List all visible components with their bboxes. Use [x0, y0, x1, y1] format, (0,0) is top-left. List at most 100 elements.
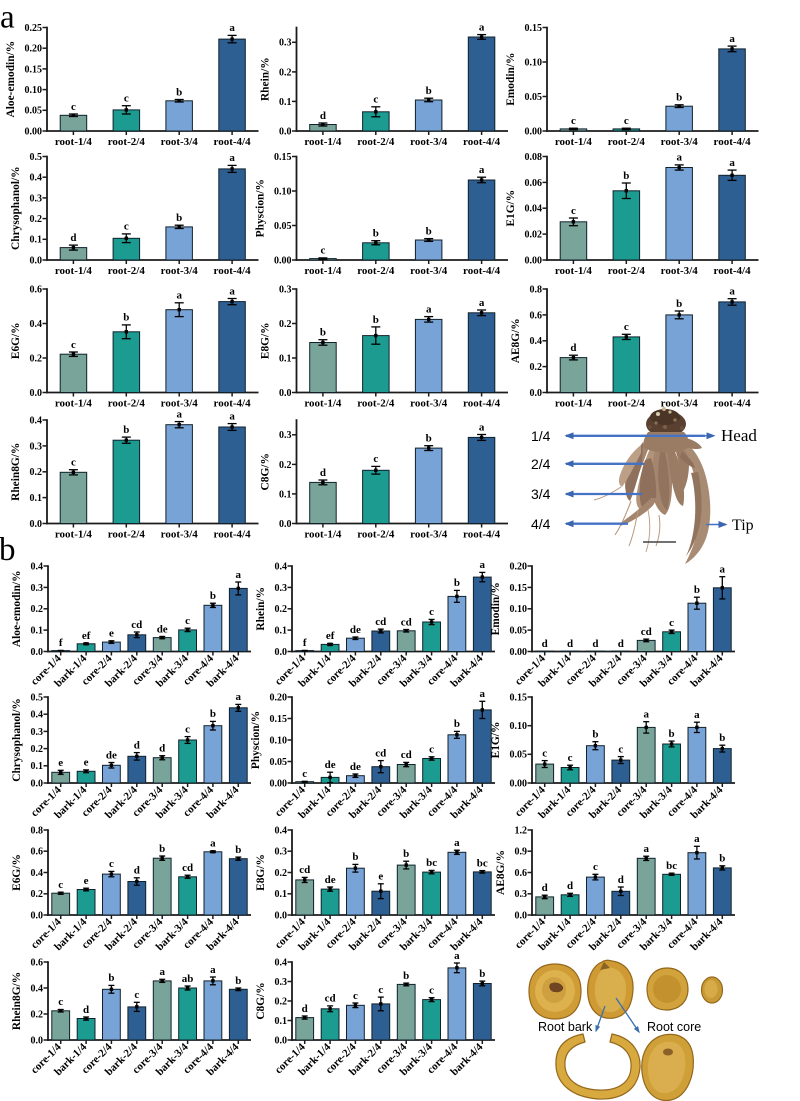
svg-text:0.3: 0.3: [275, 583, 288, 594]
svg-text:root-1/4: root-1/4: [304, 136, 342, 148]
svg-text:root-2/4: root-2/4: [357, 398, 395, 410]
svg-text:a: a: [694, 833, 700, 845]
svg-text:a: a: [479, 421, 485, 433]
svg-text:0.2: 0.2: [31, 1009, 44, 1020]
svg-text:0.10: 0.10: [25, 85, 43, 96]
svg-text:1/4: 1/4: [531, 428, 551, 444]
svg-text:root-1/4: root-1/4: [555, 265, 593, 277]
svg-text:Physcion/%: Physcion/%: [255, 179, 267, 237]
svg-text:0.4: 0.4: [31, 983, 44, 994]
svg-text:0.2: 0.2: [279, 319, 292, 330]
svg-text:0.00: 0.00: [510, 778, 528, 789]
svg-text:0.15: 0.15: [274, 152, 292, 163]
svg-text:0.1: 0.1: [30, 493, 43, 504]
svg-text:c: c: [429, 985, 434, 997]
svg-text:0.0: 0.0: [530, 388, 543, 399]
svg-text:0.00: 0.00: [274, 255, 292, 266]
svg-text:C8G/%: C8G/%: [255, 982, 267, 1019]
svg-text:0.0: 0.0: [31, 778, 44, 789]
svg-text:a: a: [694, 709, 700, 721]
svg-text:b: b: [592, 729, 598, 741]
svg-text:0.5: 0.5: [30, 152, 43, 163]
svg-text:b: b: [623, 170, 629, 182]
svg-text:c: c: [109, 858, 114, 870]
svg-text:root-4/4: root-4/4: [463, 529, 501, 541]
svg-text:Chrysophanol/%: Chrysophanol/%: [11, 698, 23, 782]
svg-text:0.8: 0.8: [31, 825, 44, 836]
svg-text:root-4/4: root-4/4: [463, 398, 501, 410]
svg-text:cd: cd: [401, 616, 412, 628]
svg-text:0.3: 0.3: [279, 284, 292, 295]
svg-text:b: b: [676, 298, 682, 310]
svg-text:0.1: 0.1: [31, 626, 44, 637]
svg-text:0.15: 0.15: [510, 583, 528, 594]
svg-text:a: a: [480, 688, 486, 700]
svg-text:root-4/4: root-4/4: [214, 265, 252, 277]
svg-text:0.0: 0.0: [275, 647, 288, 658]
svg-text:a: a: [426, 303, 432, 315]
svg-text:bc: bc: [426, 857, 437, 869]
svg-text:Physcion/%: Physcion/%: [250, 711, 262, 769]
svg-text:b: b: [426, 433, 432, 445]
svg-text:AE8G/%: AE8G/%: [510, 318, 522, 363]
svg-text:root-3/4: root-3/4: [161, 265, 199, 277]
svg-text:root-1/4: root-1/4: [55, 136, 93, 148]
svg-text:a: a: [210, 838, 216, 850]
svg-text:Root bark: Root bark: [538, 1020, 593, 1034]
svg-text:0.3: 0.3: [275, 847, 288, 858]
svg-text:b: b: [426, 225, 432, 237]
svg-text:c: c: [124, 93, 129, 105]
svg-text:a: a: [236, 691, 242, 703]
svg-text:0.0: 0.0: [31, 1035, 44, 1046]
svg-text:c: c: [624, 321, 629, 333]
svg-text:Rhein/%: Rhein/%: [255, 587, 267, 631]
svg-text:0.00: 0.00: [25, 126, 43, 137]
svg-text:0.0: 0.0: [279, 519, 292, 530]
svg-text:c: c: [571, 115, 576, 127]
svg-text:d: d: [302, 1003, 308, 1015]
svg-text:0.15: 0.15: [270, 714, 288, 725]
svg-text:a: a: [479, 297, 485, 309]
svg-text:0.4: 0.4: [275, 561, 288, 572]
svg-text:0.6: 0.6: [31, 957, 44, 968]
svg-text:de: de: [106, 749, 117, 761]
svg-text:E1G/%: E1G/%: [490, 722, 502, 759]
svg-text:cd: cd: [641, 626, 652, 638]
svg-text:0.4: 0.4: [31, 710, 44, 721]
svg-text:d: d: [134, 739, 140, 751]
svg-text:c: c: [618, 743, 623, 755]
svg-text:Tip: Tip: [732, 517, 754, 534]
svg-text:c: c: [373, 453, 378, 465]
svg-text:0.4: 0.4: [31, 561, 44, 572]
svg-text:a: a: [454, 837, 460, 849]
svg-text:0.1: 0.1: [275, 1016, 288, 1027]
svg-text:root-2/4: root-2/4: [108, 265, 146, 277]
svg-text:0.2: 0.2: [30, 353, 43, 364]
svg-text:d: d: [567, 638, 573, 650]
svg-text:0.1: 0.1: [275, 626, 288, 637]
svg-text:cd: cd: [299, 864, 310, 876]
svg-text:e: e: [378, 871, 383, 883]
svg-text:a: a: [176, 408, 182, 420]
svg-text:3/4: 3/4: [531, 486, 551, 502]
svg-text:root-3/4: root-3/4: [410, 265, 448, 277]
svg-text:root-2/4: root-2/4: [357, 265, 395, 277]
svg-text:Head: Head: [721, 426, 757, 445]
svg-text:0.2: 0.2: [31, 744, 44, 755]
svg-text:c: c: [124, 221, 129, 233]
svg-text:0.06: 0.06: [525, 178, 543, 189]
svg-text:root-4/4: root-4/4: [714, 398, 752, 410]
svg-text:b: b: [210, 708, 216, 720]
svg-text:0.05: 0.05: [25, 106, 43, 117]
svg-text:root-1/4: root-1/4: [55, 398, 93, 410]
svg-text:c: c: [302, 768, 307, 780]
svg-text:E8G/%: E8G/%: [255, 854, 267, 891]
svg-text:b: b: [426, 85, 432, 97]
svg-text:a: a: [454, 950, 460, 962]
svg-text:f: f: [59, 637, 63, 649]
svg-text:root-2/4: root-2/4: [608, 398, 646, 410]
svg-text:0.2: 0.2: [30, 467, 43, 478]
svg-text:cd: cd: [375, 616, 386, 628]
svg-text:d: d: [567, 880, 573, 892]
svg-text:a: a: [643, 843, 649, 855]
